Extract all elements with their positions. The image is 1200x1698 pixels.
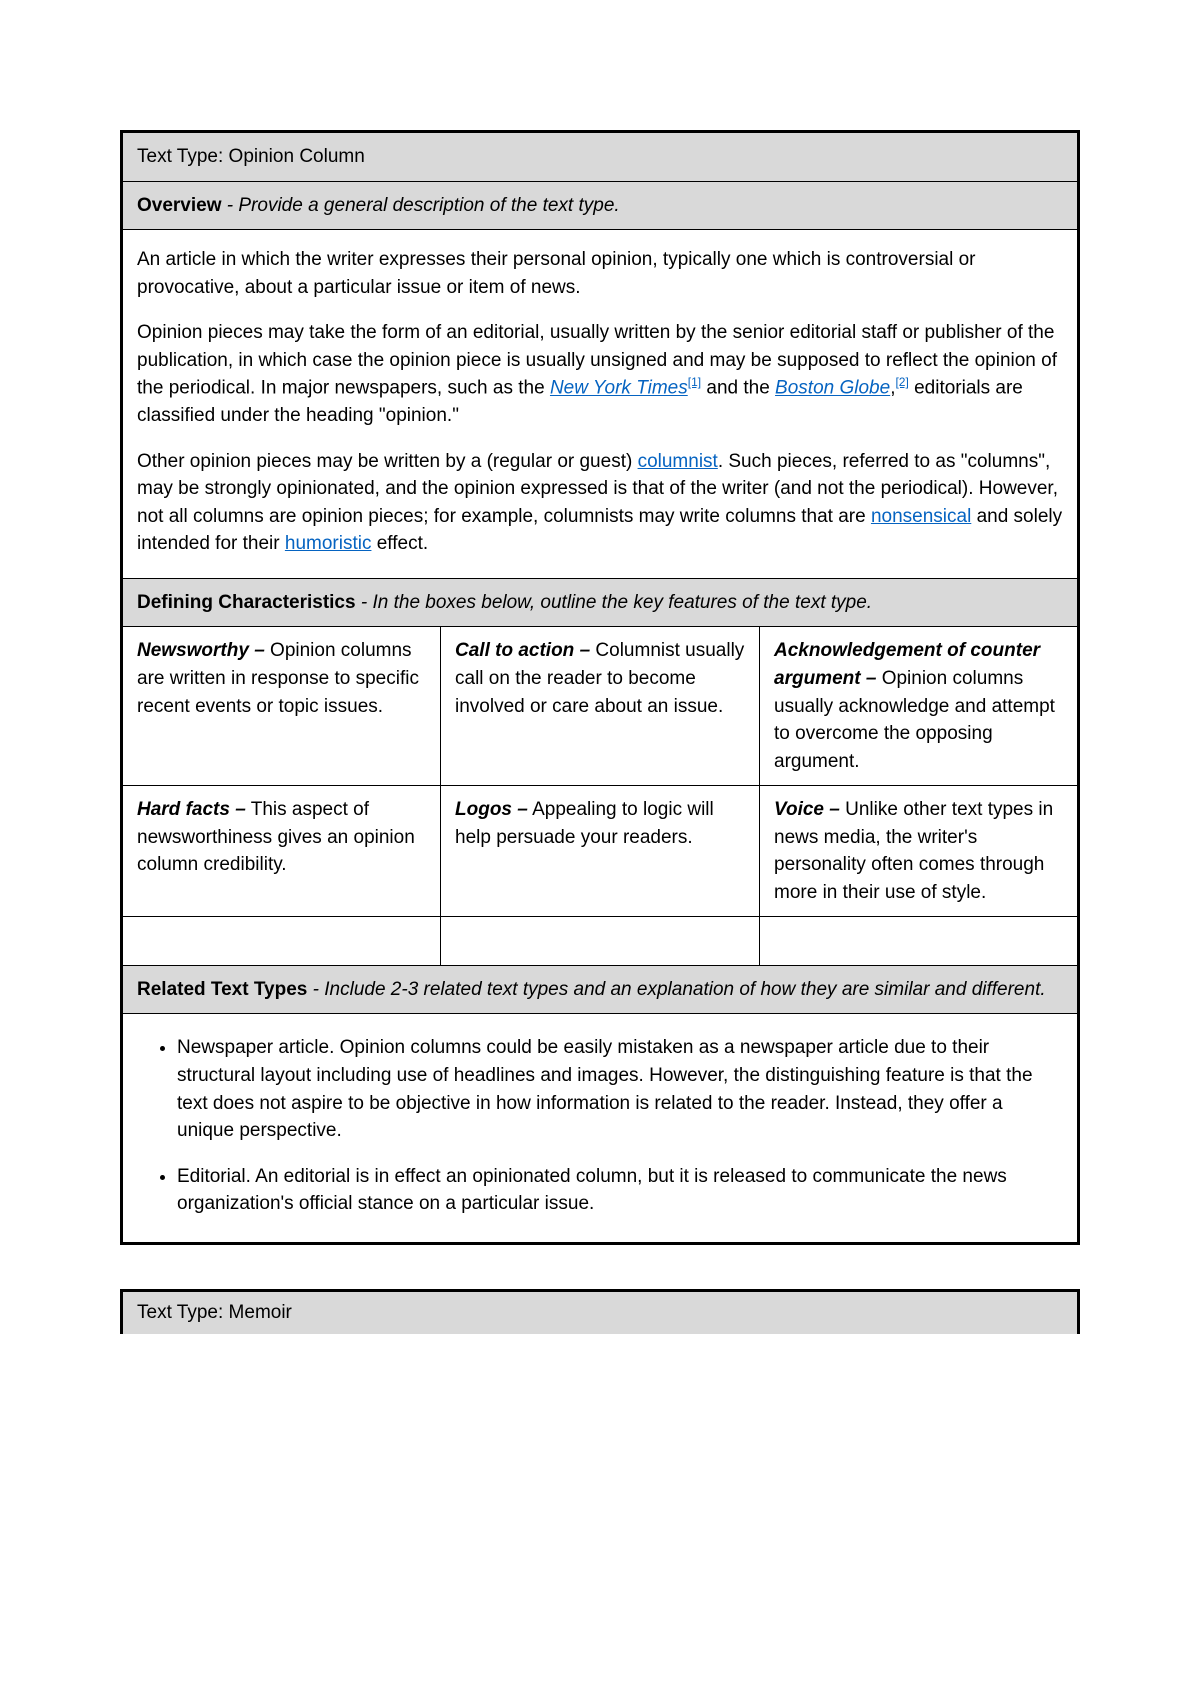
link-nyt[interactable]: New York Times xyxy=(550,378,688,399)
document-page: Text Type: Opinion Column Overview - Pro… xyxy=(0,0,1200,1394)
grid-cell-counter-argument: Acknowledgement of counter argument – Op… xyxy=(760,627,1079,786)
grid-r2c2-title: Logos – xyxy=(455,799,528,820)
related-header: Related Text Types - Include 2-3 related… xyxy=(122,965,1079,1014)
memoir-table: Text Type: Memoir xyxy=(120,1289,1080,1334)
grid-cell-empty-1 xyxy=(122,917,441,966)
related-list: Newspaper article. Opinion columns could… xyxy=(137,1034,1063,1217)
overview-p1: An article in which the writer expresses… xyxy=(137,246,1063,301)
overview-p3-a: Other opinion pieces may be written by a… xyxy=(137,451,638,472)
related-item-2: Editorial. An editorial is in effect an … xyxy=(177,1163,1063,1218)
related-body: Newspaper article. Opinion columns could… xyxy=(122,1014,1079,1243)
overview-label: Overview xyxy=(137,195,222,216)
defining-characteristics-header: Defining Characteristics - In the boxes … xyxy=(122,578,1079,627)
defchar-sub: In the boxes below, outline the key feat… xyxy=(372,592,872,613)
memoir-text-type-value: Memoir xyxy=(229,1302,292,1323)
opinion-column-table: Text Type: Opinion Column Overview - Pro… xyxy=(120,130,1080,1245)
grid-cell-call-to-action: Call to action – Columnist usually call … xyxy=(441,627,760,786)
citation-1[interactable]: [1] xyxy=(688,375,701,389)
grid-r1c2-title: Call to action – xyxy=(455,640,590,661)
overview-p2: Opinion pieces may take the form of an e… xyxy=(137,319,1063,430)
memoir-text-type-header: Text Type: Memoir xyxy=(122,1290,1079,1334)
link-boston-globe[interactable]: Boston Globe xyxy=(775,378,890,399)
overview-body: An article in which the writer expresses… xyxy=(122,230,1079,579)
overview-p3: Other opinion pieces may be written by a… xyxy=(137,448,1063,558)
overview-p2-b: and the xyxy=(701,378,775,399)
related-sep: - xyxy=(307,979,324,1000)
grid-cell-hard-facts: Hard facts – This aspect of newsworthine… xyxy=(122,786,441,917)
overview-sep: - xyxy=(222,195,239,216)
text-type-label: Text Type: xyxy=(137,146,223,167)
defchar-label: Defining Characteristics xyxy=(137,592,356,613)
related-label: Related Text Types xyxy=(137,979,307,1000)
grid-cell-empty-2 xyxy=(441,917,760,966)
related-sub: Include 2-3 related text types and an ex… xyxy=(324,979,1045,1000)
overview-header: Overview - Provide a general description… xyxy=(122,181,1079,230)
citation-2[interactable]: [2] xyxy=(895,375,908,389)
text-type-value: Opinion Column xyxy=(229,146,365,167)
grid-r1c1-title: Newsworthy – xyxy=(137,640,265,661)
memoir-text-type-label: Text Type: xyxy=(137,1302,223,1323)
related-item-1: Newspaper article. Opinion columns could… xyxy=(177,1034,1063,1144)
grid-cell-voice: Voice – Unlike other text types in news … xyxy=(760,786,1079,917)
grid-cell-empty-3 xyxy=(760,917,1079,966)
grid-r2c1-title: Hard facts – xyxy=(137,799,246,820)
text-type-header: Text Type: Opinion Column xyxy=(122,132,1079,182)
grid-r2c3-title: Voice – xyxy=(774,799,840,820)
grid-cell-logos: Logos – Appealing to logic will help per… xyxy=(441,786,760,917)
link-columnist[interactable]: columnist xyxy=(638,451,718,472)
link-humoristic[interactable]: humoristic xyxy=(285,533,372,554)
grid-cell-newsworthy: Newsworthy – Opinion columns are written… xyxy=(122,627,441,786)
overview-p3-d: effect. xyxy=(371,533,428,554)
defchar-sep: - xyxy=(356,592,373,613)
table-spacer xyxy=(120,1245,1080,1289)
link-nonsensical[interactable]: nonsensical xyxy=(871,506,971,527)
overview-sub: Provide a general description of the tex… xyxy=(238,195,619,216)
